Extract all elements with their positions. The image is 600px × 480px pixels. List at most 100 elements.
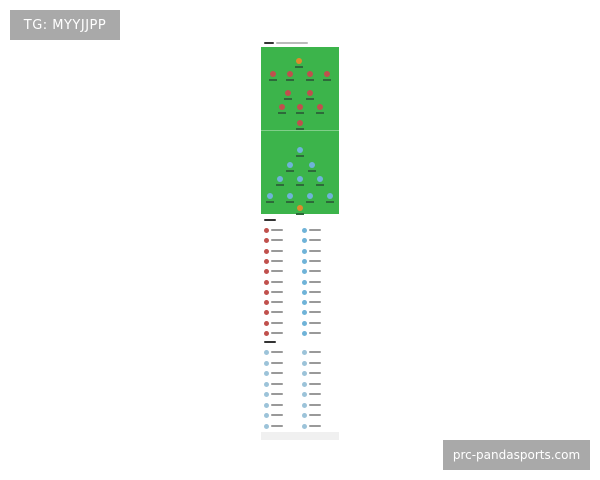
away-player-marker[interactable] <box>287 193 293 199</box>
home-player-marker[interactable] <box>307 71 313 77</box>
player-list-name <box>309 361 321 364</box>
player-avatar[interactable] <box>302 228 307 233</box>
home-player-marker[interactable] <box>296 58 302 64</box>
player-avatar[interactable] <box>264 228 269 233</box>
player-avatar[interactable] <box>302 331 307 336</box>
player-avatar[interactable] <box>264 381 269 387</box>
player-name <box>306 79 314 81</box>
home-player-marker[interactable] <box>297 120 303 126</box>
player-list-name <box>271 351 283 353</box>
player-avatar[interactable] <box>302 392 307 397</box>
player-avatar[interactable] <box>302 423 307 429</box>
player-list-name <box>309 290 321 293</box>
home-player-marker[interactable] <box>279 104 285 110</box>
home-player-marker[interactable] <box>307 90 313 96</box>
away-player-marker[interactable] <box>267 193 273 199</box>
player-list-name <box>309 270 321 273</box>
player-name <box>296 128 304 130</box>
home-player-marker[interactable] <box>297 104 303 110</box>
player-list-name <box>309 332 321 334</box>
player-avatar[interactable] <box>302 279 307 285</box>
halfway-line <box>261 130 339 131</box>
player-avatar[interactable] <box>264 238 269 244</box>
player-avatar[interactable] <box>264 413 269 418</box>
player-avatar[interactable] <box>264 360 269 366</box>
player-avatar[interactable] <box>302 289 307 295</box>
home-player-marker[interactable] <box>324 71 330 77</box>
page-title <box>264 42 274 44</box>
home-player-marker[interactable] <box>285 90 291 96</box>
player-name <box>276 184 284 186</box>
player-avatar[interactable] <box>264 248 269 254</box>
home-player-marker[interactable] <box>287 71 293 77</box>
away-player-marker[interactable] <box>307 193 313 199</box>
player-name <box>316 112 324 114</box>
page-subtitle <box>276 42 308 44</box>
player-avatar[interactable] <box>302 248 307 254</box>
player-avatar[interactable] <box>264 402 269 408</box>
player-avatar[interactable] <box>264 300 269 306</box>
player-avatar[interactable] <box>264 423 269 429</box>
player-avatar[interactable] <box>302 360 307 366</box>
player-avatar[interactable] <box>264 392 269 397</box>
player-name <box>306 98 314 100</box>
away-player-marker[interactable] <box>277 176 283 182</box>
player-list-name <box>271 403 283 406</box>
player-avatar[interactable] <box>302 350 307 355</box>
player-name <box>286 79 294 81</box>
player-list-name <box>309 372 321 374</box>
player-avatar[interactable] <box>264 269 269 275</box>
player-avatar[interactable] <box>302 269 307 275</box>
player-avatar[interactable] <box>264 331 269 336</box>
player-avatar[interactable] <box>302 402 307 408</box>
player-list-name <box>271 382 283 385</box>
player-list-name <box>309 382 321 385</box>
player-list-name <box>271 311 283 314</box>
player-avatar[interactable] <box>302 381 307 387</box>
player-avatar[interactable] <box>302 413 307 418</box>
player-list-name <box>309 239 321 242</box>
player-name <box>266 201 274 203</box>
away-player-marker[interactable] <box>297 147 303 153</box>
away-player-marker[interactable] <box>287 162 293 168</box>
player-avatar[interactable] <box>264 258 269 264</box>
player-avatar[interactable] <box>302 238 307 244</box>
player-avatar[interactable] <box>302 310 307 316</box>
away-player-marker[interactable] <box>317 176 323 182</box>
player-list-name <box>309 311 321 314</box>
player-avatar[interactable] <box>302 320 307 326</box>
player-avatar[interactable] <box>302 371 307 376</box>
watermark-top-left: TG: MYYJJPP <box>10 10 120 40</box>
player-avatar[interactable] <box>264 310 269 316</box>
bottom-bar <box>261 432 339 440</box>
away-player-marker[interactable] <box>327 193 333 199</box>
away-player-marker[interactable] <box>297 205 303 211</box>
player-name <box>286 170 294 172</box>
player-list-name <box>271 239 283 242</box>
player-list-name <box>309 229 321 231</box>
home-player-marker[interactable] <box>270 71 276 77</box>
player-avatar[interactable] <box>264 350 269 355</box>
pitch <box>261 47 339 215</box>
player-avatar[interactable] <box>264 289 269 295</box>
player-name <box>296 184 304 186</box>
player-list-name <box>309 424 321 427</box>
player-name <box>326 201 334 203</box>
home-player-marker[interactable] <box>317 104 323 110</box>
player-avatar[interactable] <box>302 258 307 264</box>
player-list-name <box>271 372 283 374</box>
player-list-name <box>271 301 283 304</box>
player-list-name <box>271 290 283 293</box>
away-player-marker[interactable] <box>297 176 303 182</box>
player-name <box>316 184 324 186</box>
section-title-subs <box>264 341 276 343</box>
player-name <box>323 79 331 81</box>
player-avatar[interactable] <box>264 320 269 326</box>
player-avatar[interactable] <box>264 279 269 285</box>
away-player-marker[interactable] <box>309 162 315 168</box>
player-avatar[interactable] <box>302 300 307 306</box>
player-name <box>286 201 294 203</box>
player-list-name <box>309 249 321 252</box>
player-list-name <box>271 321 283 324</box>
player-avatar[interactable] <box>264 371 269 376</box>
